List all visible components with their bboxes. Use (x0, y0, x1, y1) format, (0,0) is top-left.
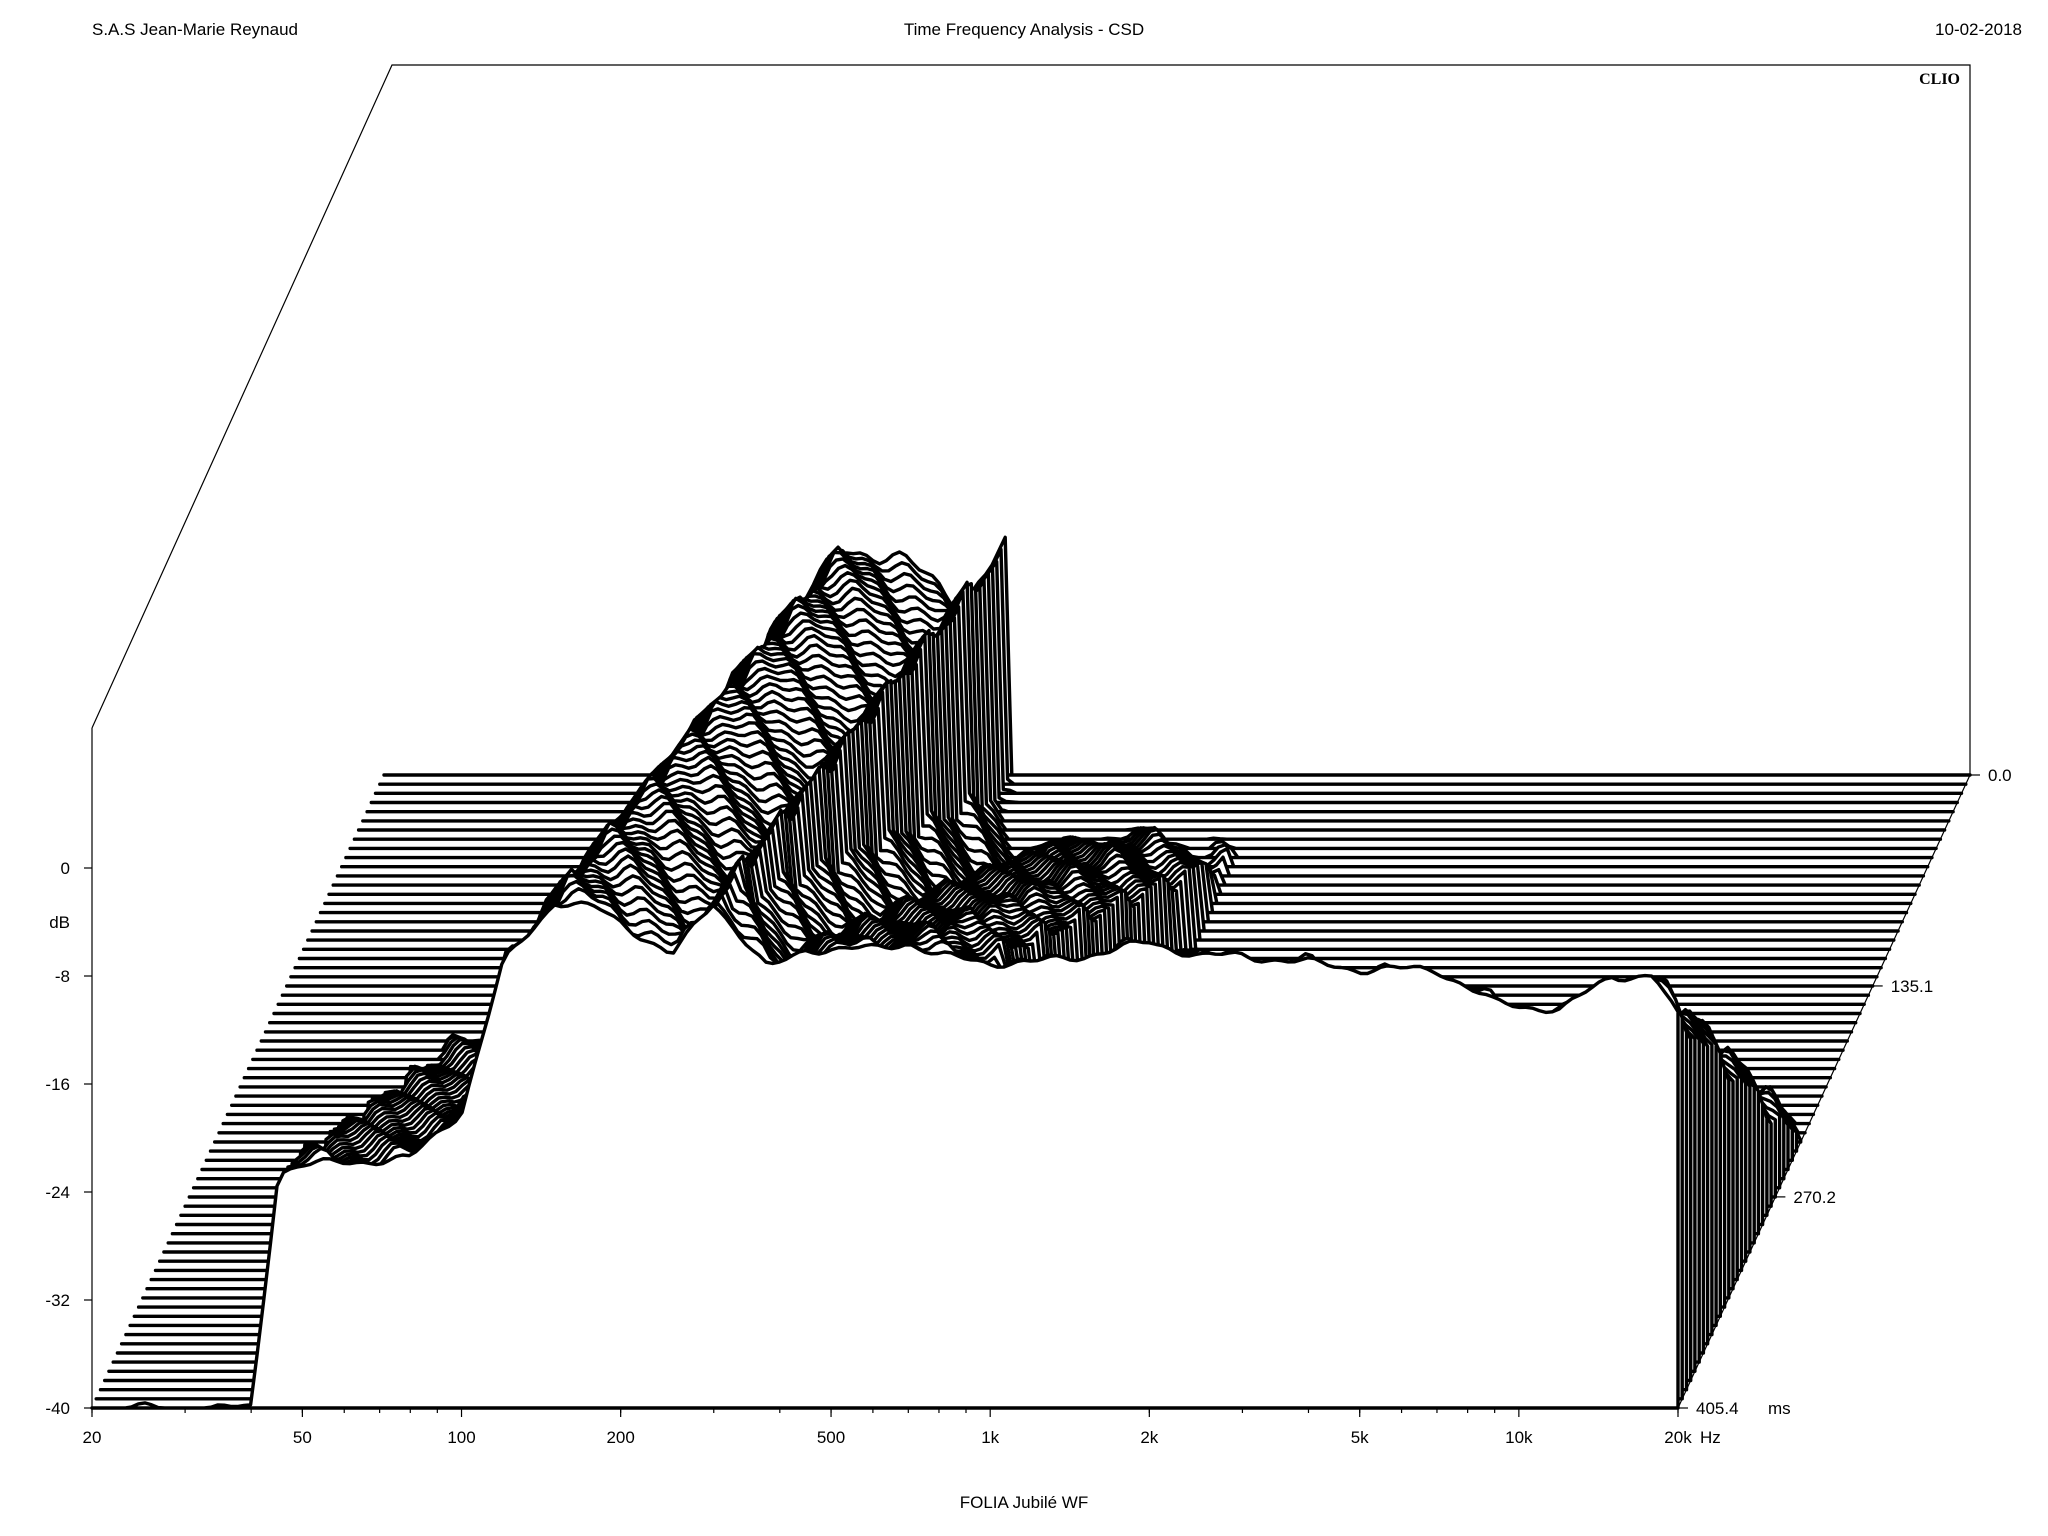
decay-slice-62 (352, 578, 1943, 841)
decay-slice-59 (340, 589, 1930, 869)
x-tick-label: 200 (606, 1428, 634, 1447)
header-date: 10-02-2018 (1935, 20, 2022, 39)
decay-slice-69 (382, 535, 1972, 777)
x-tick-label: 20k (1664, 1428, 1692, 1447)
y-tick-label: -16 (45, 1075, 70, 1094)
x-tick-label: 2k (1140, 1428, 1158, 1447)
y-tick-label: -32 (45, 1291, 70, 1310)
z-unit-label: ms (1768, 1399, 1791, 1418)
y-unit-label: dB (49, 913, 70, 932)
z-tick-label: 135.1 (1891, 977, 1934, 996)
x-tick-label: 10k (1505, 1428, 1533, 1447)
x-tick-label: 20 (83, 1428, 102, 1447)
x-tick-label: 500 (817, 1428, 845, 1447)
chart-title: Time Frequency Analysis - CSD (903, 20, 1145, 39)
footer-label: FOLIA Jubilé WF (960, 1493, 1088, 1512)
decay-slice-60 (344, 580, 1934, 860)
decay-slice-68 (378, 547, 1968, 786)
x-tick-label: 1k (981, 1428, 999, 1447)
decay-slice-0 (90, 900, 1680, 1410)
x-tick-label: 5k (1351, 1428, 1369, 1447)
waterfall-traces (90, 535, 1972, 1410)
decay-slice-63 (356, 571, 1947, 832)
y-tick-label: -24 (45, 1183, 70, 1202)
z-tick-label: 405.4 (1696, 1399, 1739, 1418)
y-tick-label: -40 (45, 1399, 70, 1418)
z-tick-label: 270.2 (1793, 1188, 1836, 1207)
axes: 0 -8 -16 -24 -32 -40 dB 20 50 100 200 500 1k 2k 5k 10k 2… (45, 766, 2011, 1447)
y-tick-label: 0 (61, 859, 70, 878)
x-tick-label: 50 (293, 1428, 312, 1447)
x-unit-label: Hz (1700, 1428, 1721, 1447)
z-tick-label: 0.0 (1988, 766, 2012, 785)
decay-slice-61 (348, 582, 1938, 851)
decay-slice-66 (369, 550, 1959, 805)
decay-slice-67 (373, 545, 1964, 795)
x-tick-label: 100 (447, 1428, 475, 1447)
y-tick-label: -8 (55, 967, 70, 986)
clio-brand: CLIO (1919, 71, 1960, 88)
header-left-text: S.A.S Jean-Marie Reynaud (92, 20, 298, 39)
